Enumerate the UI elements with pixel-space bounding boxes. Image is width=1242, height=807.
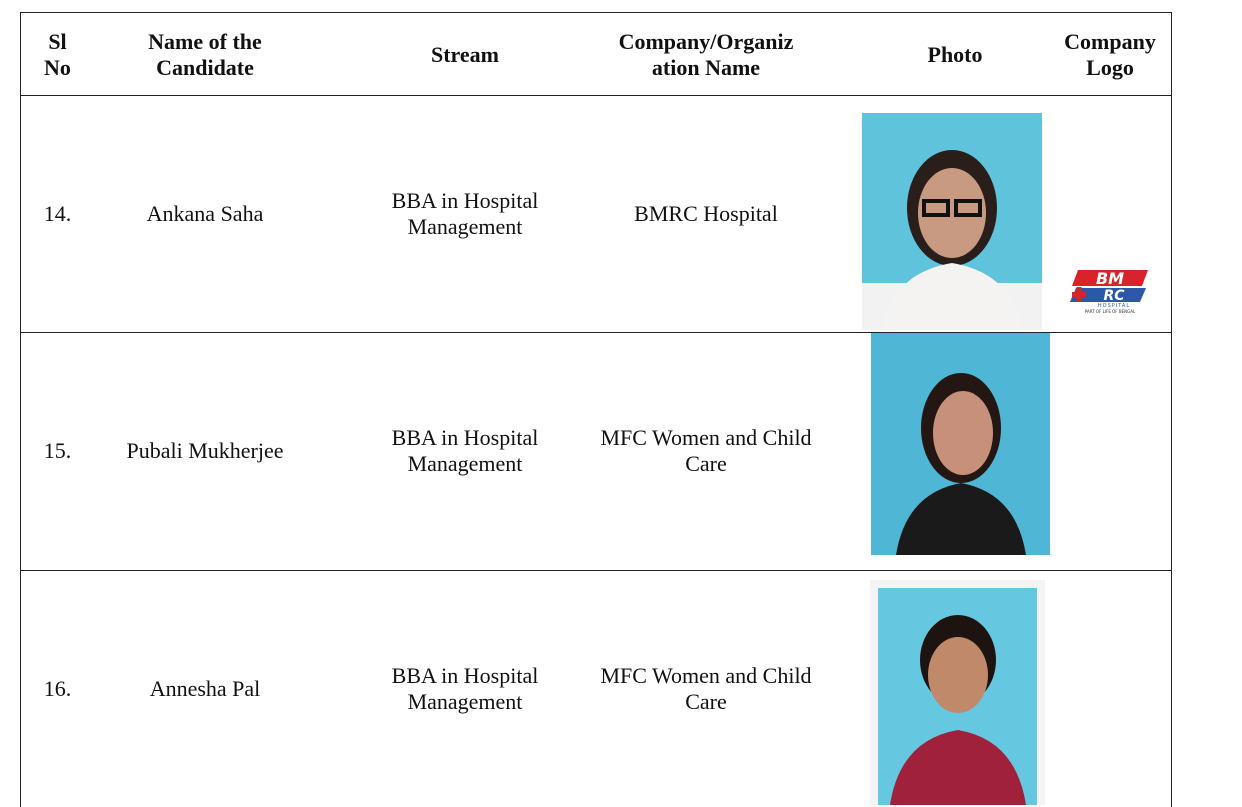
rule bbox=[20, 332, 1172, 333]
logo-text: PART OF LIFE OF BENGAL bbox=[1085, 309, 1136, 314]
logo-text: BM bbox=[1096, 269, 1124, 288]
header-cell: Company Logo bbox=[1064, 29, 1156, 80]
photo bbox=[862, 113, 1042, 330]
header-cell: Name of the Candidate bbox=[148, 29, 262, 80]
rule bbox=[20, 12, 1172, 13]
header-cell: Stream bbox=[430, 42, 500, 67]
table-cell: Annesha Pal bbox=[149, 675, 261, 701]
table-cell: BBA in Hospital Management bbox=[391, 662, 539, 714]
table-cell: MFC Women and Child Care bbox=[600, 662, 812, 714]
logo-text: RC bbox=[1103, 288, 1125, 304]
table-cell: BMRC Hospital bbox=[634, 200, 778, 226]
rule bbox=[20, 570, 1172, 571]
header-cell: Photo bbox=[927, 42, 983, 67]
table-cell: MFC Women and Child Care bbox=[600, 424, 812, 476]
logo-text: HOSPITAL bbox=[1098, 303, 1130, 309]
rule bbox=[20, 12, 21, 807]
rule bbox=[1171, 12, 1172, 807]
photo bbox=[870, 580, 1045, 805]
header-cell: Sl No bbox=[44, 29, 71, 80]
company-logo: BM RC HOSPITAL PART OF LIFE OF BENGAL bbox=[1070, 269, 1148, 314]
table-cell: 14. bbox=[43, 200, 72, 226]
table-cell: Pubali Mukherjee bbox=[126, 437, 284, 463]
header-cell: Company/Organization Name bbox=[618, 29, 794, 80]
table-cell: 16. bbox=[43, 675, 72, 701]
rule bbox=[20, 95, 1172, 96]
table-cell: Ankana Saha bbox=[146, 200, 264, 226]
table-cell: 15. bbox=[43, 437, 72, 463]
table-cell: BBA in Hospital Management bbox=[391, 187, 539, 239]
photo bbox=[871, 333, 1050, 555]
table-cell: BBA in Hospital Management bbox=[391, 424, 539, 476]
